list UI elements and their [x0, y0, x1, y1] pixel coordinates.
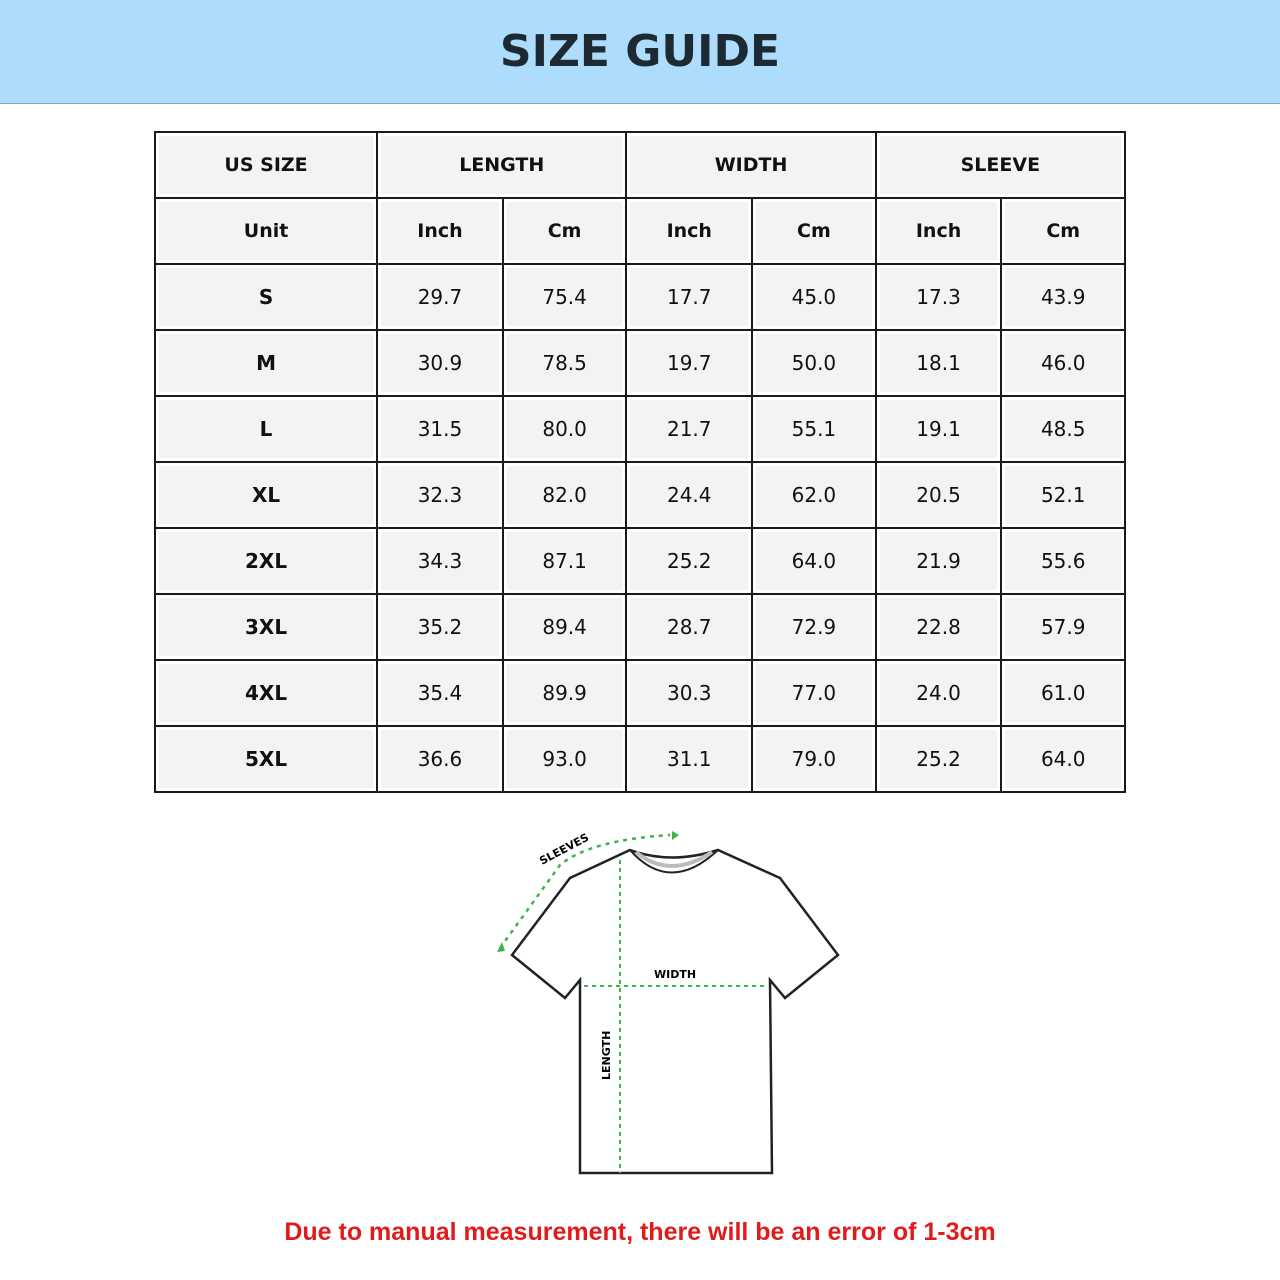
- unit-cell: Cm: [751, 197, 877, 265]
- unit-cell: Inch: [874, 197, 1003, 265]
- value-cell: 45.0: [751, 263, 877, 331]
- size-cell: M: [153, 329, 379, 397]
- value-cell: 87.1: [501, 527, 628, 595]
- value-cell: 30.3: [625, 659, 754, 727]
- size-cell: L: [153, 395, 379, 463]
- value-cell: 79.0: [751, 725, 877, 793]
- value-cell: 25.2: [625, 527, 754, 595]
- value-cell: 28.7: [625, 593, 754, 661]
- value-cell: 17.3: [874, 263, 1003, 331]
- table-row: XL 32.3 82.0 24.4 62.0 20.5 52.1: [153, 461, 1126, 529]
- value-cell: 64.0: [751, 527, 877, 595]
- unit-row: Unit Inch Cm Inch Cm Inch Cm: [153, 197, 1126, 265]
- table-row: 2XL 34.3 87.1 25.2 64.0 21.9 55.6: [153, 527, 1126, 595]
- table-row: S 29.7 75.4 17.7 45.0 17.3 43.9: [153, 263, 1126, 331]
- length-label: LENGTH: [600, 1031, 613, 1080]
- header-sleeve: SLEEVE: [874, 131, 1127, 199]
- sleeve-arrow: [498, 833, 671, 949]
- measurement-note: Due to manual measurement, there will be…: [284, 1218, 996, 1246]
- value-cell: 35.4: [376, 659, 504, 727]
- value-cell: 89.4: [501, 593, 628, 661]
- value-cell: 75.4: [501, 263, 628, 331]
- header-length: LENGTH: [376, 131, 628, 199]
- value-cell: 72.9: [751, 593, 877, 661]
- unit-label: Unit: [153, 197, 379, 265]
- value-cell: 22.8: [874, 593, 1003, 661]
- group-header-row: US SIZE LENGTH WIDTH SLEEVE: [153, 131, 1127, 199]
- value-cell: 89.9: [501, 659, 628, 727]
- value-cell: 29.7: [376, 263, 504, 331]
- collar: [629, 849, 719, 874]
- value-cell: 82.0: [501, 461, 628, 529]
- size-cell: 2XL: [153, 527, 379, 595]
- table-row: 4XL 35.4 89.9 30.3 77.0 24.0 61.0: [153, 659, 1126, 727]
- size-cell: 3XL: [153, 593, 379, 661]
- value-cell: 78.5: [501, 329, 628, 397]
- table-row: 5XL 36.6 93.0 31.1 79.0 25.2 64.0: [153, 725, 1126, 793]
- value-cell: 21.9: [874, 527, 1003, 595]
- table-row: 3XL 35.2 89.4 28.7 72.9 22.8 57.9: [153, 593, 1126, 661]
- value-cell: 55.1: [751, 395, 877, 463]
- value-cell: 19.7: [625, 329, 754, 397]
- value-cell: 24.0: [874, 659, 1003, 727]
- value-cell: 18.1: [874, 329, 1003, 397]
- value-cell: 31.5: [376, 395, 504, 463]
- tshirt-outline: [510, 848, 840, 1175]
- sleeves-label: SLEEVES: [537, 831, 591, 868]
- value-cell: 30.9: [376, 329, 504, 397]
- header-width: WIDTH: [625, 131, 877, 199]
- value-cell: 52.1: [1000, 461, 1126, 529]
- tshirt-diagram: SLEEVES WIDTH LENGTH: [480, 820, 860, 1190]
- unit-cell: Cm: [1000, 197, 1126, 265]
- size-cell: S: [153, 263, 379, 331]
- page-title: SIZE GUIDE: [499, 26, 781, 77]
- value-cell: 62.0: [751, 461, 877, 529]
- value-cell: 46.0: [1000, 329, 1126, 397]
- size-table: US SIZE LENGTH WIDTH SLEEVE Unit Inch Cm…: [153, 131, 1127, 793]
- value-cell: 50.0: [751, 329, 877, 397]
- table-row: L 31.5 80.0 21.7 55.1 19.1 48.5: [153, 395, 1126, 463]
- value-cell: 43.9: [1000, 263, 1126, 331]
- value-cell: 61.0: [1000, 659, 1126, 727]
- size-cell: 4XL: [153, 659, 379, 727]
- width-label: WIDTH: [654, 968, 696, 981]
- value-cell: 35.2: [376, 593, 504, 661]
- value-cell: 24.4: [625, 461, 754, 529]
- size-cell: 5XL: [153, 725, 379, 793]
- value-cell: 19.1: [874, 395, 1003, 463]
- value-cell: 64.0: [1000, 725, 1126, 793]
- value-cell: 77.0: [751, 659, 877, 727]
- value-cell: 36.6: [376, 725, 504, 793]
- value-cell: 31.1: [625, 725, 754, 793]
- table-row: M 30.9 78.5 19.7 50.0 18.1 46.0: [153, 329, 1126, 397]
- size-cell: XL: [153, 461, 379, 529]
- value-cell: 25.2: [874, 725, 1003, 793]
- header-us-size: US SIZE: [153, 131, 379, 199]
- value-cell: 17.7: [625, 263, 754, 331]
- value-cell: 48.5: [1000, 395, 1126, 463]
- value-cell: 80.0: [501, 395, 628, 463]
- title-banner: SIZE GUIDE: [0, 0, 1280, 104]
- value-cell: 32.3: [376, 461, 504, 529]
- value-cell: 57.9: [1000, 593, 1126, 661]
- value-cell: 93.0: [501, 725, 628, 793]
- value-cell: 55.6: [1000, 527, 1126, 595]
- unit-cell: Cm: [501, 197, 628, 265]
- value-cell: 21.7: [625, 395, 754, 463]
- value-cell: 34.3: [376, 527, 504, 595]
- unit-cell: Inch: [376, 197, 504, 265]
- value-cell: 20.5: [874, 461, 1003, 529]
- unit-cell: Inch: [625, 197, 754, 265]
